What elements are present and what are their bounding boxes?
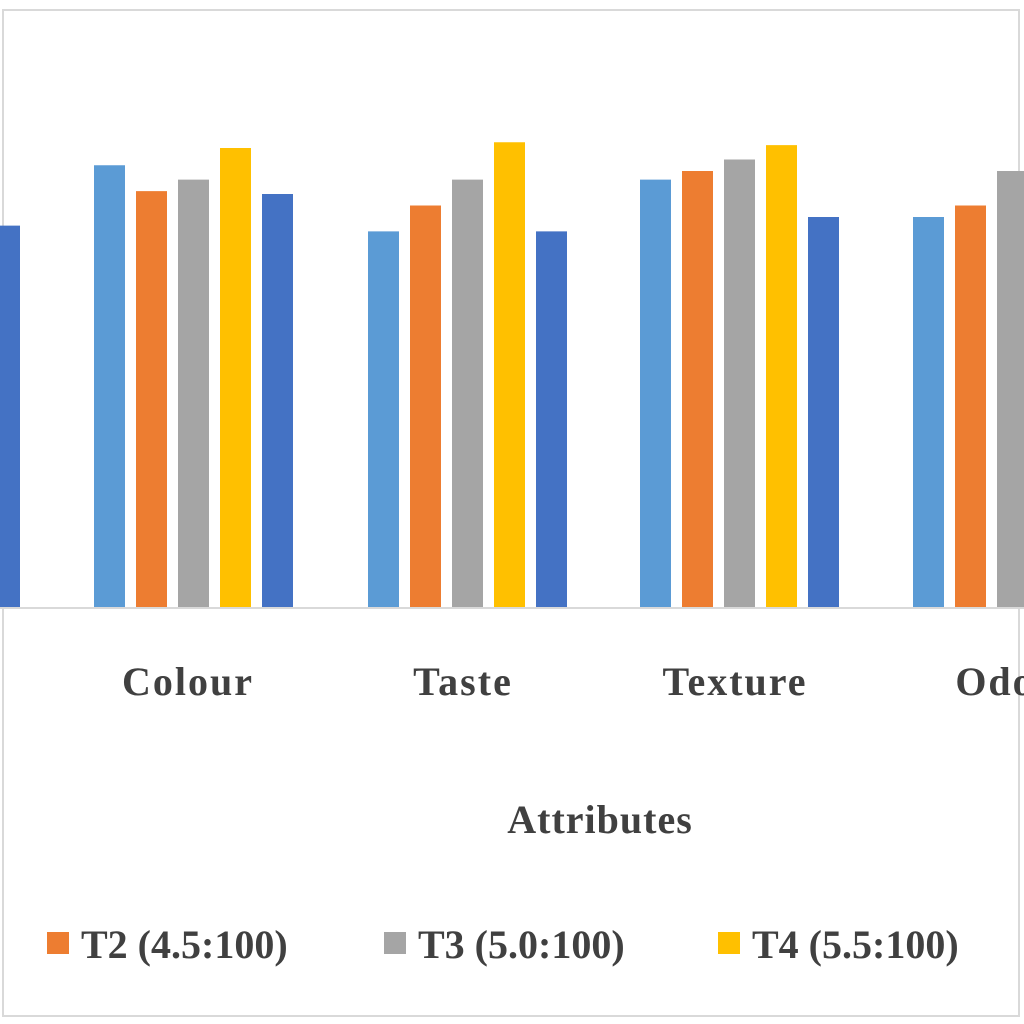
bar-colour-s4 [220, 148, 251, 608]
x-axis-title: Attributes [507, 797, 693, 842]
legend-label: T4 (5.5:100) [752, 922, 959, 967]
bar-taste-s1 [368, 231, 399, 608]
bar-colour-s5 [262, 194, 293, 608]
bar-texture-s2 [682, 171, 713, 608]
bar-texture-s5 [808, 217, 839, 608]
bar-odo-s3 [997, 171, 1024, 608]
category-labels: ceColourTasteTextureOdo [122, 659, 1024, 704]
bar-texture-s4 [766, 145, 797, 608]
bar-ce-s5 [0, 225, 20, 608]
bars-group [0, 142, 1024, 608]
legend-label: T3 (5.0:100) [418, 922, 625, 967]
legend-swatch [718, 932, 740, 954]
legend-swatch [47, 932, 69, 954]
legend-label: T2 (4.5:100) [81, 922, 288, 967]
category-label: Texture [662, 659, 807, 704]
bar-odo-s2 [955, 205, 986, 608]
bar-taste-s2 [410, 205, 441, 608]
category-label: Taste [413, 659, 513, 704]
legend-swatch [384, 932, 406, 954]
bar-taste-s3 [452, 179, 483, 608]
bar-odo-s1 [913, 217, 944, 608]
bar-colour-s2 [136, 191, 167, 608]
legend: T2 (4.5:100) T3 (5.0:100) T4 (5.5:100) [47, 922, 959, 967]
bar-taste-s4 [494, 142, 525, 608]
category-label: Odo [955, 659, 1024, 704]
bar-colour-s3 [178, 179, 209, 608]
bar-colour-s1 [94, 165, 125, 608]
bar-texture-s1 [640, 179, 671, 608]
bar-taste-s5 [536, 231, 567, 608]
category-label: Colour [122, 659, 254, 704]
bar-texture-s3 [724, 159, 755, 608]
